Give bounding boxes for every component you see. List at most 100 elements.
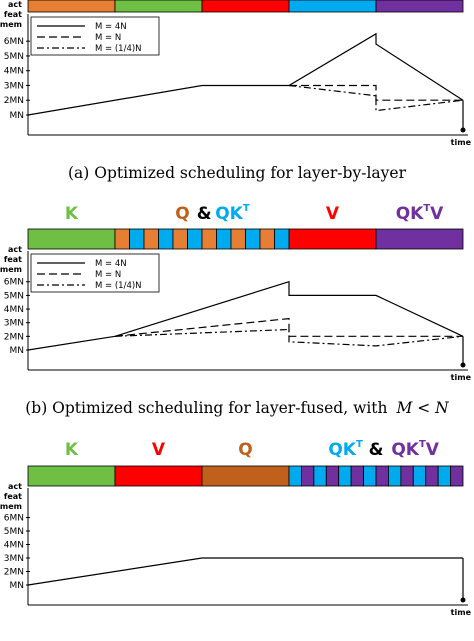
mem-label: mem (0, 265, 22, 274)
panel-layer-fused: K Q & QKT V QKTVactfeatmemtime6MN5MN4MN3MN2MN… (0, 203, 472, 382)
bar-segment (158, 228, 174, 250)
bar-segment (143, 228, 159, 250)
bar-segment (437, 465, 451, 487)
header-label-4: V (326, 204, 340, 224)
bar-segment (245, 228, 261, 250)
end-dot (460, 597, 466, 603)
bar-block-0 (27, 0, 116, 13)
bar-segment (425, 465, 439, 487)
act-label: act (8, 482, 22, 491)
header-label-sup: T (419, 439, 426, 450)
y-tick-label: MN (10, 346, 25, 356)
header-label-sup: T (423, 203, 430, 214)
y-tick-label: MN (10, 581, 25, 591)
bar-block-4 (375, 0, 464, 13)
header-label-tail: V (430, 204, 444, 224)
header-label-text: V (326, 204, 340, 224)
bar-segment (230, 228, 246, 250)
bar-block-1 (114, 0, 203, 13)
header-label-2: Q (238, 440, 252, 460)
bar-segment (412, 465, 427, 487)
y-tick-label: 4MN (4, 541, 24, 551)
header-label-1: V (152, 440, 166, 460)
bar-block-2 (201, 465, 290, 487)
end-dot (460, 127, 466, 133)
header-label-text: QK (391, 440, 419, 460)
y-tick-label: 2MN (4, 96, 24, 106)
bar-segment (450, 465, 464, 487)
header-label-0: K (65, 204, 79, 224)
bar-segment (375, 465, 389, 487)
feat-label: feat (4, 492, 22, 501)
series-line-0 (27, 280, 464, 351)
header-label-4: & (369, 440, 384, 460)
y-tick-label: 4MN (4, 305, 24, 315)
header-label-1: Q (175, 204, 189, 224)
header-label-tail: V (426, 440, 440, 460)
bar-block-2 (288, 228, 377, 250)
header-label-text: Q (175, 204, 189, 224)
header-label-5: QKTV (396, 203, 444, 224)
caption-a: (a) Optimized scheduling for layer-by-la… (68, 164, 407, 182)
y-tick-label: 6MN (4, 514, 24, 524)
header-label-text: V (152, 440, 166, 460)
bar-segment (274, 228, 290, 250)
header-label-0: K (65, 440, 79, 460)
header-label-sup: T (243, 203, 250, 214)
y-tick-label: 5MN (4, 291, 24, 301)
legend-label-2: M = (1/4)N (95, 281, 142, 291)
header-label-text: & (197, 204, 212, 224)
mem-label: mem (0, 20, 22, 29)
bar-segment (201, 228, 217, 250)
bar-block-0 (27, 228, 116, 250)
bar-segment (172, 228, 188, 250)
y-tick-label: 3MN (4, 81, 24, 91)
caption-b: (b) Optimized scheduling for layer-fused… (25, 399, 450, 417)
bar-segment (388, 465, 402, 487)
y-tick-label: 3MN (4, 319, 24, 329)
y-tick-label: 5MN (4, 527, 24, 537)
bar-segment (288, 465, 302, 487)
legend-label-2: M = (1/4)N (95, 44, 142, 54)
legend-box (30, 253, 160, 293)
mem-label: mem (0, 502, 22, 511)
legend-label-1: M = N (95, 270, 121, 280)
bar-segment (313, 465, 327, 487)
header-label-3: QKT (328, 439, 363, 460)
bar-block-1 (114, 465, 203, 487)
series-line-0 (27, 32, 464, 116)
caption-b-text: (b) Optimized scheduling for layer-fused… (25, 399, 387, 417)
y-tick-label: 6MN (4, 278, 24, 288)
header-label-text: Q (238, 440, 252, 460)
y-tick-label: MN (10, 111, 25, 121)
y-tick-label: 6MN (4, 37, 24, 47)
bar-segment (187, 228, 203, 250)
time-label: time (451, 138, 472, 147)
header-label-text: QK (396, 204, 424, 224)
y-tick-label: 2MN (4, 568, 24, 578)
header-label-text: QK (328, 440, 356, 460)
feat-label: feat (4, 10, 22, 19)
y-tick-label: 4MN (4, 67, 24, 77)
time-label: time (451, 373, 472, 382)
header-label-3: QKT (215, 203, 250, 224)
series-line-1 (289, 84, 463, 101)
legend-label-0: M = 4N (95, 22, 127, 32)
header-label-text: & (369, 440, 384, 460)
bar-block-2 (201, 0, 290, 13)
end-dot (460, 362, 466, 368)
y-tick-label: 5MN (4, 52, 24, 62)
series-line-2 (114, 328, 464, 347)
panel-proposed: K V Q QKT & QKTVactfeatmemtime6MN5MN4MN3MN2MN… (0, 439, 472, 617)
bar-segment (259, 228, 275, 250)
legend-label-1: M = N (95, 33, 121, 43)
act-label: act (8, 245, 22, 254)
series-line-1 (114, 317, 463, 337)
act-label: act (8, 0, 22, 9)
bar-segment (129, 228, 145, 250)
series-line-0 (27, 557, 463, 586)
bar-segment (325, 465, 340, 487)
bar-segment (114, 228, 130, 250)
